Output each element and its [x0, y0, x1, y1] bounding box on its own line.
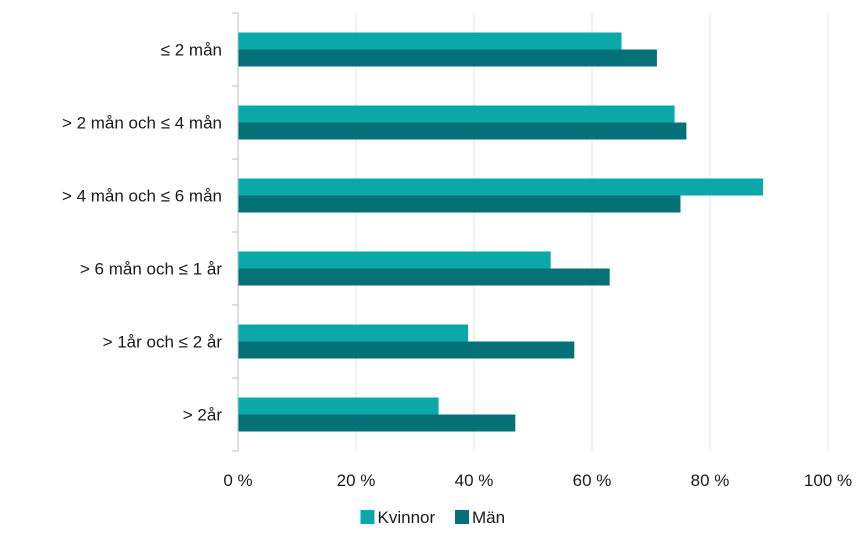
x-tick-label: 80 % — [691, 471, 730, 490]
bar-kvinnor-3 — [238, 178, 764, 196]
bar-m-n-6 — [238, 414, 516, 432]
category-label: > 2 mån och ≤ 4 mån — [62, 114, 222, 133]
legend-swatch — [455, 510, 469, 524]
bar-kvinnor-2 — [238, 105, 675, 123]
legend-label: Kvinnor — [378, 508, 436, 527]
x-tick-label: 20 % — [337, 471, 376, 490]
bar-kvinnor-5 — [238, 324, 469, 342]
legend-swatch — [360, 510, 375, 524]
legend: Kvinnor Män — [360, 508, 505, 527]
legend-item-m-n: Män — [455, 508, 505, 527]
category-label: > 6 mån och ≤ 1 år — [80, 260, 222, 279]
bars — [238, 32, 764, 432]
category-label: > 2år — [183, 406, 223, 425]
category-label: ≤ 2 mån — [161, 41, 222, 60]
bar-m-n-1 — [238, 49, 657, 67]
gridlines — [355, 13, 829, 451]
bar-m-n-5 — [238, 341, 575, 359]
bar-kvinnor-4 — [238, 251, 551, 269]
x-tick-label: 100 % — [804, 471, 852, 490]
legend-item-kvinnor: Kvinnor — [360, 508, 436, 527]
bar-m-n-4 — [238, 268, 610, 286]
bar-m-n-3 — [238, 195, 681, 213]
x-tick-label: 60 % — [573, 471, 612, 490]
x-tick-label: 40 % — [455, 471, 494, 490]
bar-m-n-2 — [238, 122, 687, 140]
legend-label: Män — [472, 508, 505, 527]
bar-kvinnor-6 — [238, 397, 439, 415]
category-label: > 1år och ≤ 2 år — [103, 333, 223, 352]
axes — [232, 12, 239, 452]
category-label: > 4 mån och ≤ 6 mån — [62, 187, 222, 206]
x-tick-label: 0 % — [223, 471, 252, 490]
labels: ≤ 2 mån > 2 mån och ≤ 4 mån > 4 mån och ≤ … — [62, 41, 852, 491]
bar-kvinnor-1 — [238, 32, 622, 50]
